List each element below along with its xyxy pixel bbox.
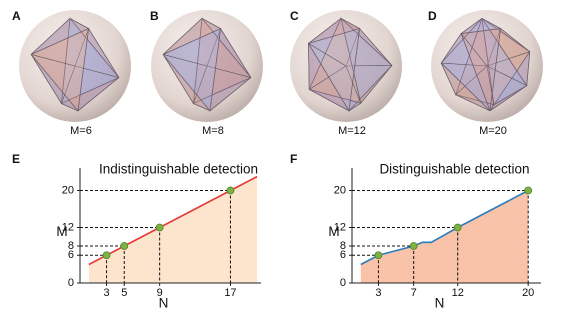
polyhedron-face — [30, 27, 89, 112]
x-tick-label: 5 — [121, 287, 127, 299]
polyhedron-ray — [486, 51, 530, 67]
x-axis-label: N — [435, 296, 445, 311]
polyhedron-ray — [61, 65, 76, 104]
y-tick-label: 0 — [68, 277, 74, 289]
polyhedron-ray — [193, 65, 208, 104]
panel-label: A — [12, 9, 21, 23]
polyhedron-ray — [206, 28, 221, 67]
y-tick-label: 6 — [340, 249, 346, 261]
polyhedron-ray — [345, 65, 392, 67]
panel-label: C — [290, 9, 299, 23]
polyhedron-ray — [74, 65, 119, 78]
polyhedron-face — [307, 28, 360, 112]
x-tick-label: 12 — [452, 287, 464, 299]
y-axis-label: M — [56, 224, 67, 239]
panel-caption: M=20 — [479, 125, 507, 137]
y-tick-label: 20 — [334, 184, 346, 196]
point — [453, 223, 462, 232]
chart-title: Distinguishable detection — [379, 162, 529, 177]
y-tick-label: 12 — [334, 221, 346, 233]
y-tick-label: 8 — [68, 240, 74, 252]
area — [360, 190, 529, 283]
area — [88, 176, 257, 283]
x-axis-label: N — [159, 296, 169, 311]
polyhedron-ray — [309, 65, 347, 90]
polyhedron-ray — [486, 65, 495, 105]
polyhedron-ray — [345, 65, 362, 104]
point — [102, 251, 111, 260]
x-tick-label: 3 — [375, 287, 381, 299]
x-tick-label: 7 — [411, 287, 417, 299]
polyhedron-ray — [345, 28, 360, 67]
polyhedron-face — [460, 28, 501, 111]
polyhedron-face — [162, 27, 221, 112]
polyhedron-ray — [31, 54, 76, 67]
polyhedron-ray — [308, 43, 347, 67]
y-tick-label: 0 — [340, 277, 346, 289]
panel-caption: M=8 — [202, 125, 224, 137]
point — [120, 242, 129, 250]
point — [409, 242, 418, 250]
x-tick-label: 20 — [522, 287, 534, 299]
panel-label: D — [428, 9, 437, 23]
chart-title: Indistinguishable detection — [99, 162, 258, 177]
point — [226, 186, 235, 195]
y-axis-label: M — [328, 224, 339, 239]
panel-label: E — [12, 152, 20, 166]
polyhedron-ray — [206, 65, 251, 78]
y-tick-label: 12 — [62, 221, 74, 233]
point — [524, 186, 533, 195]
x-tick-label: 9 — [157, 287, 163, 299]
polyhedron-ray — [163, 54, 208, 67]
panel-label: F — [290, 152, 297, 166]
polyhedron-ray — [460, 33, 488, 67]
panel-label: B — [150, 9, 159, 23]
y-tick-label: 20 — [62, 184, 74, 196]
polyhedron-ray — [74, 28, 89, 67]
polyhedron-ray — [486, 28, 501, 67]
polyhedron-ray — [486, 65, 527, 86]
x-tick-label: 17 — [224, 287, 236, 299]
y-tick-label: 6 — [68, 249, 74, 261]
polyhedron-ray — [441, 62, 488, 67]
y-tick-label: 8 — [340, 240, 346, 252]
point — [374, 251, 383, 260]
panel-caption: M=12 — [338, 125, 366, 137]
point — [155, 223, 164, 232]
polyhedron-ray — [455, 65, 488, 95]
panel-caption: M=6 — [70, 125, 92, 137]
x-tick-label: 3 — [103, 287, 109, 299]
